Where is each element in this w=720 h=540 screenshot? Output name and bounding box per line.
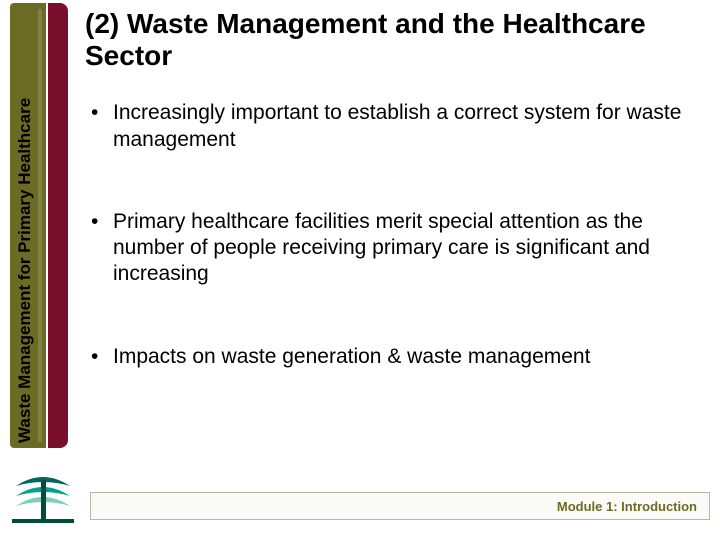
slide-title: (2) Waste Management and the Healthcare …	[85, 8, 700, 72]
footer-bar: Module 1: Introduction	[90, 492, 710, 520]
bullet-item: Impacts on waste generation & waste mana…	[85, 344, 700, 370]
footer-label: Module 1: Introduction	[557, 499, 697, 514]
content-area: (2) Waste Management and the Healthcare …	[85, 8, 700, 426]
sidebar-vertical-label: Waste Management for Primary Healthcare	[15, 98, 35, 443]
bullet-list: Increasingly important to establish a co…	[85, 100, 700, 370]
hse-logo	[8, 456, 78, 526]
slide: Waste Management for Primary Healthcare …	[0, 0, 720, 540]
sidebar-maroon-strip	[46, 3, 68, 448]
bullet-item: Increasingly important to establish a co…	[85, 100, 700, 153]
sidebar: Waste Management for Primary Healthcare	[10, 3, 70, 448]
bullet-item: Primary healthcare facilities merit spec…	[85, 209, 700, 288]
